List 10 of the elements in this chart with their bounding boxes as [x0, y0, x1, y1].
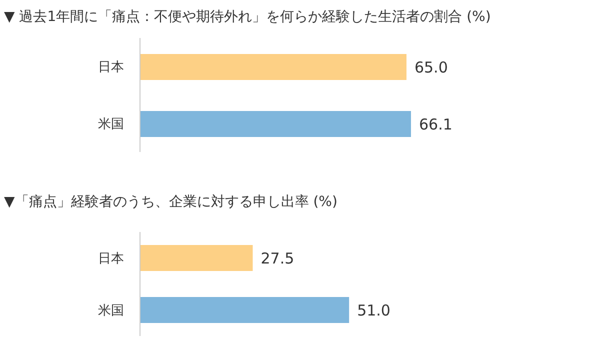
- y-tick-label: 米国: [98, 117, 124, 132]
- y-tick-label: 日本: [98, 60, 124, 76]
- data-label: 27.5: [260, 249, 294, 268]
- y-tick-label: 日本: [98, 252, 124, 267]
- chart-title: ▼ 過去1年間に「痛点：不便や期待外れ」を何らか経験した生活者の割合 (%): [3, 8, 492, 27]
- data-label: 65.0: [414, 58, 448, 76]
- data-label: 51.0: [357, 301, 390, 320]
- chart-title: ▼「痛点」経験者のうち、企業に対する申し出率 (%): [3, 193, 338, 212]
- data-label: 66.1: [418, 115, 452, 134]
- y-tick-label: 米国: [98, 304, 124, 319]
